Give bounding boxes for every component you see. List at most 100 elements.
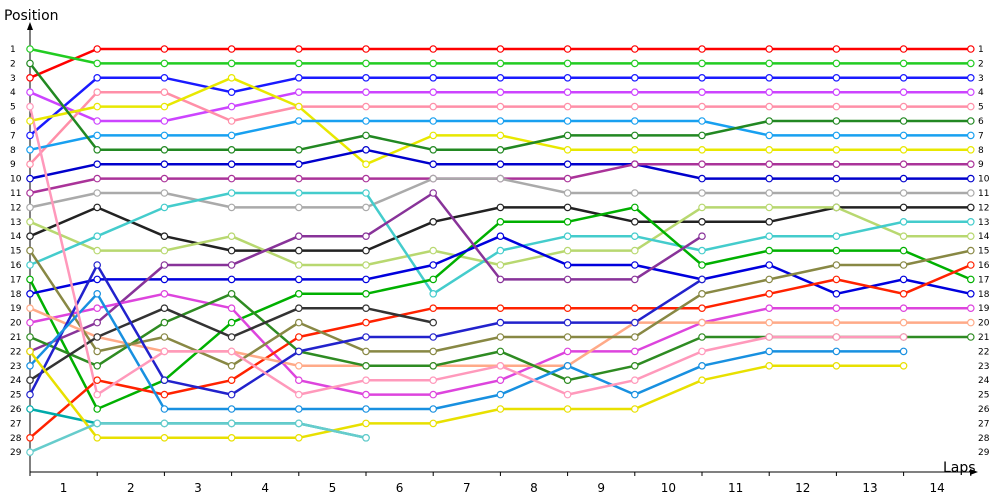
series-point-marker: [362, 146, 370, 154]
series-point-marker: [429, 333, 438, 341]
y-tick-label-left: 2: [10, 59, 16, 69]
series-point-marker: [227, 361, 236, 370]
series-point-marker: [160, 405, 169, 413]
series-point-marker: [496, 160, 505, 169]
series-point-marker: [362, 203, 370, 212]
series-point-marker: [429, 419, 438, 428]
series-point-marker: [698, 304, 706, 313]
series-point-marker: [93, 59, 102, 68]
series-point-marker: [765, 289, 774, 298]
y-tick-label-left: 9: [10, 160, 16, 170]
y-tick-label-left: 20: [10, 319, 22, 329]
series-point-marker: [160, 289, 169, 298]
series-point-marker: [832, 131, 841, 140]
series-point-marker: [765, 174, 774, 183]
y-tick-label-right: 26: [978, 405, 990, 415]
series-point-marker: [294, 246, 303, 255]
series-point-marker: [429, 146, 438, 154]
series-point-marker: [362, 318, 370, 327]
y-tick-label-left: 14: [10, 232, 22, 242]
y-tick-label-right: 24: [978, 376, 990, 386]
series-point-marker: [294, 174, 303, 183]
series-point-marker: [899, 102, 908, 111]
series-point-marker: [765, 347, 774, 356]
series-point-marker: [294, 232, 303, 241]
series-point-marker: [26, 45, 34, 53]
series-point-marker: [227, 174, 236, 183]
series-line: [28, 263, 703, 396]
series-point-marker: [227, 304, 236, 313]
series-point-marker: [294, 333, 303, 341]
series-point-marker: [630, 347, 639, 356]
series-point-marker: [362, 275, 370, 284]
series-point-marker: [26, 160, 34, 169]
y-tick-label-left: 17: [10, 275, 21, 285]
y-tick-label-right: 12: [978, 203, 989, 213]
series-point-marker: [227, 333, 236, 341]
y-tick-label-left: 1: [10, 45, 16, 55]
series-line: [29, 292, 904, 411]
series-point-marker: [429, 275, 438, 284]
x-tick-label: 1: [60, 481, 68, 495]
series-point-marker: [227, 88, 236, 97]
y-tick-label-left: 13: [10, 218, 21, 228]
series-point-marker: [563, 189, 572, 197]
series-point-marker: [765, 246, 774, 255]
series-point-marker: [832, 289, 841, 298]
series-point-marker: [294, 376, 303, 385]
y-tick-label-right: 15: [978, 247, 989, 257]
series-point-marker: [362, 160, 370, 169]
x-tick-label: 2: [127, 481, 135, 495]
y-tick-label-right: 10: [978, 175, 990, 185]
y-tick-label-left: 15: [10, 247, 21, 257]
series-point-marker: [630, 131, 639, 140]
series-point-marker: [160, 74, 169, 82]
series-point-marker: [630, 117, 639, 125]
series-point-marker: [26, 390, 34, 399]
series-point-marker: [496, 59, 505, 68]
series-point-marker: [160, 390, 169, 399]
series-point-marker: [496, 347, 505, 356]
series-point-marker: [294, 160, 303, 169]
series-point-marker: [93, 146, 102, 154]
series-point-marker: [899, 333, 908, 341]
series-point-marker: [630, 189, 639, 197]
series-point-marker: [832, 261, 841, 269]
series-point-marker: [227, 102, 236, 111]
series-point-marker: [630, 160, 639, 169]
series-point-marker: [966, 218, 975, 226]
series-point-marker: [698, 203, 706, 212]
series-point-marker: [26, 376, 34, 385]
series-point-marker: [362, 59, 370, 68]
series-point-marker: [832, 333, 841, 341]
series-point-marker: [227, 131, 236, 140]
series-point-marker: [765, 333, 774, 341]
series-point-marker: [26, 102, 34, 111]
series-point-marker: [362, 390, 370, 399]
series-point-marker: [630, 246, 639, 255]
series-point-marker: [698, 232, 706, 241]
series-point-marker: [160, 59, 169, 68]
series-point-marker: [496, 131, 505, 140]
series-point-marker: [496, 232, 505, 241]
series-point-marker: [227, 433, 236, 442]
series-point-marker: [765, 304, 774, 313]
y-tick-label-right: 14: [978, 232, 990, 242]
series-point-marker: [362, 189, 370, 197]
series-point-marker: [160, 189, 169, 197]
y-tick-label-right: 13: [978, 218, 989, 228]
series-point-marker: [160, 117, 169, 125]
series-point-marker: [429, 88, 438, 97]
series-point-marker: [362, 405, 370, 413]
series-point-marker: [93, 390, 102, 399]
series-point-marker: [93, 318, 102, 327]
series-point-marker: [899, 261, 908, 269]
series-point-marker: [429, 102, 438, 111]
series-point-marker: [362, 419, 370, 428]
series-point-marker: [698, 361, 706, 370]
x-axis-arrow-icon: [970, 469, 978, 475]
series-point-marker: [294, 275, 303, 284]
y-tick-label-right: 23: [978, 362, 989, 372]
series-point-marker: [630, 390, 639, 399]
